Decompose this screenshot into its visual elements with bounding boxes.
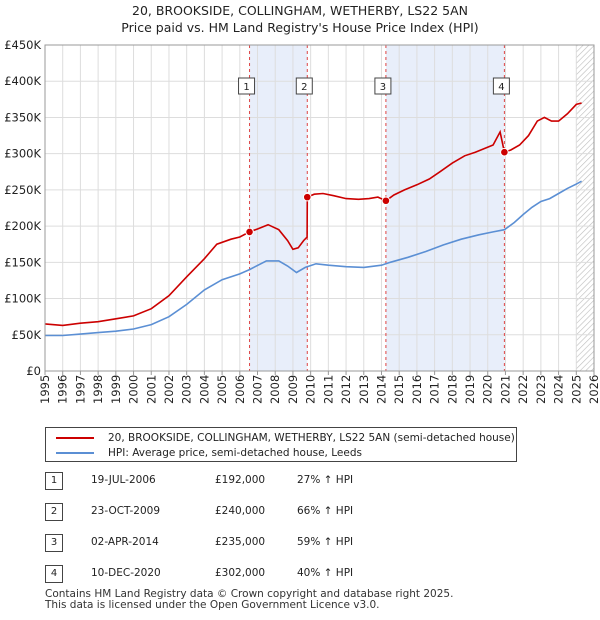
sale-dot	[245, 227, 254, 237]
y-tick-label: £450K	[4, 38, 41, 52]
sale-date: 10-DEC-2020	[91, 567, 161, 579]
x-tick-label: 1995	[38, 375, 52, 404]
sale-row: 4 10-DEC-2020 £302,000 40% ↑ HPI	[45, 565, 405, 585]
footer-line-1: Contains HM Land Registry data © Crown c…	[45, 588, 454, 600]
x-tick-label: 2023	[534, 375, 548, 404]
sale-row: 3 02-APR-2014 £235,000 59% ↑ HPI	[45, 534, 405, 554]
x-tick-label: 2011	[321, 375, 335, 404]
sale-label-box	[295, 77, 313, 95]
y-tick-label: £100K	[4, 292, 41, 306]
sale-date: 23-OCT-2009	[91, 505, 160, 517]
series-line	[45, 180, 582, 337]
legend-label-hpi: HPI: Average price, semi-detached house,…	[108, 447, 362, 459]
sale-price: £240,000	[215, 505, 266, 517]
sale-label-text: 1	[243, 82, 249, 93]
x-tick-label: 2006	[233, 375, 247, 404]
legend-item-property: 20, BROOKSIDE, COLLINGHAM, WETHERBY, LS2…	[56, 431, 515, 445]
sale-label-box	[238, 77, 256, 95]
y-tick-label: £150K	[4, 255, 41, 269]
sale-price: £235,000	[215, 536, 266, 548]
sale-dot	[302, 192, 312, 202]
x-tick-label: 2021	[498, 375, 512, 404]
sale-row: 1 19-JUL-2006 £192,000 27% ↑ HPI	[45, 472, 405, 492]
x-tick-label: 2012	[339, 375, 353, 404]
x-tick-label: 2026	[587, 375, 600, 404]
footer-line-2: This data is licensed under the Open Gov…	[45, 599, 380, 611]
x-tick-label: 2025	[569, 375, 583, 404]
sale-date: 19-JUL-2006	[91, 474, 156, 486]
x-tick-label: 2014	[374, 375, 388, 404]
x-tick-label: 2008	[268, 375, 282, 404]
x-tick-label: 2010	[304, 375, 318, 404]
x-tick-label: 2018	[445, 375, 459, 404]
x-tick-label: 1999	[109, 375, 123, 404]
chart-subtitle: Price paid vs. HM Land Registry's House …	[121, 20, 479, 35]
legend-line-hpi	[56, 452, 94, 454]
ownership-shade	[249, 45, 308, 371]
x-tick-label: 2000	[127, 375, 141, 404]
x-tick-label: 2004	[197, 375, 211, 404]
x-tick-label: 2007	[251, 375, 265, 404]
sale-label-text: 2	[301, 82, 307, 93]
ownership-shade	[385, 45, 505, 371]
x-tick-label: 2009	[286, 375, 300, 404]
sale-hpi: 40% ↑ HPI	[297, 567, 354, 579]
sale-number: 4	[45, 565, 63, 583]
sale-row: 2 23-OCT-2009 £240,000 66% ↑ HPI	[45, 503, 405, 523]
forecast-hatch	[576, 45, 594, 371]
x-tick-label: 2003	[180, 375, 194, 404]
x-tick-label: 2005	[215, 375, 229, 404]
sale-number: 3	[45, 534, 63, 552]
y-tick-label: £200K	[4, 219, 41, 233]
x-tick-label: 2002	[162, 375, 176, 404]
x-tick-label: 2024	[552, 375, 566, 404]
sale-hpi: 27% ↑ HPI	[297, 474, 354, 486]
sale-price: £192,000	[215, 474, 266, 486]
y-tick-label: £0	[26, 364, 41, 378]
sale-label-box	[374, 77, 392, 95]
legend-item-hpi: HPI: Average price, semi-detached house,…	[56, 446, 362, 460]
x-tick-label: 2020	[481, 375, 495, 404]
x-tick-label: 2015	[392, 375, 406, 404]
x-tick-label: 2019	[463, 375, 477, 404]
sale-dot	[381, 196, 391, 206]
sale-number: 2	[45, 503, 63, 521]
series-line	[44, 102, 582, 327]
y-tick-label: £50K	[12, 328, 42, 342]
chart-title: 20, BROOKSIDE, COLLINGHAM, WETHERBY, LS2…	[132, 3, 468, 18]
plot-area	[45, 45, 594, 371]
y-tick-label: £250K	[4, 183, 41, 197]
x-tick-label: 2022	[516, 375, 530, 404]
x-tick-label: 2017	[428, 375, 442, 404]
y-tick-label: £400K	[4, 74, 41, 88]
sale-dot	[500, 147, 509, 157]
x-tick-label: 2001	[144, 375, 158, 404]
sale-hpi: 59% ↑ HPI	[297, 536, 354, 548]
x-tick-label: 2013	[357, 375, 371, 404]
legend-line-property	[56, 437, 94, 439]
legend-label-property: 20, BROOKSIDE, COLLINGHAM, WETHERBY, LS2…	[108, 432, 515, 444]
x-tick-label: 1997	[73, 375, 87, 404]
sale-number: 1	[45, 472, 63, 490]
y-tick-label: £300K	[4, 147, 41, 161]
sale-label-text: 4	[498, 82, 504, 93]
price-chart: 1 2 3 4 £0 £50K £100K £150K £200K £250K £300K £350K…	[4, 38, 600, 404]
sale-hpi: 66% ↑ HPI	[297, 505, 354, 517]
sale-label-box	[492, 77, 510, 95]
legend: 20, BROOKSIDE, COLLINGHAM, WETHERBY, LS2…	[45, 427, 517, 462]
y-tick-label: £350K	[4, 110, 41, 124]
sale-price: £302,000	[215, 567, 266, 579]
sale-label-text: 3	[380, 82, 386, 93]
x-tick-label: 1998	[91, 375, 105, 404]
footer: Contains HM Land Registry data © Crown c…	[45, 589, 453, 611]
x-tick-label: 1996	[56, 375, 70, 404]
sale-date: 02-APR-2014	[91, 536, 159, 548]
plot-frame	[44, 44, 595, 372]
x-tick-label: 2016	[410, 375, 424, 404]
